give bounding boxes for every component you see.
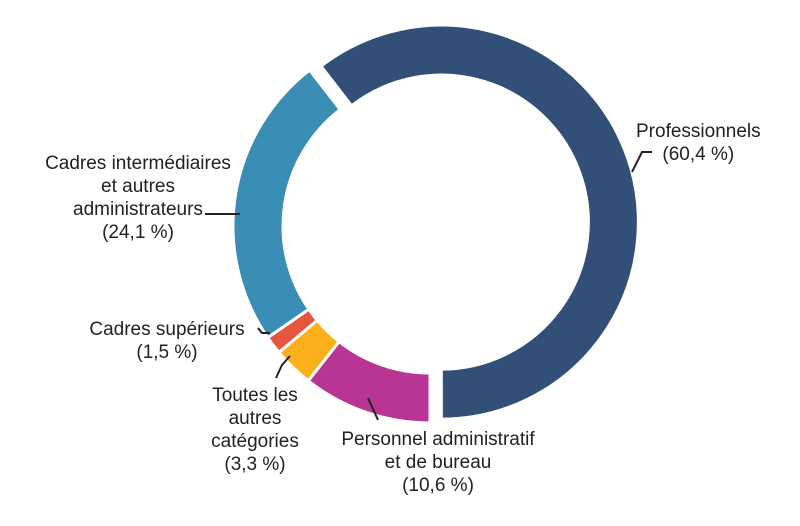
- slice-professionnels: [318, 23, 640, 421]
- leader-toutes-autres: [275, 355, 291, 379]
- slice-cadres-intermediaires: [231, 67, 343, 340]
- label-cadres-intermediaires: Cadres intermédiaires et autres administ…: [45, 153, 231, 243]
- label-toutes-autres: Toutes les autres catégories (3,3 %): [211, 385, 299, 475]
- leader-cadres-superieurs: [257, 327, 270, 334]
- label-professionnels: Professionnels (60,4 %): [636, 121, 761, 165]
- label-cadres-superieurs: Cadres supérieurs (1,5 %): [89, 319, 245, 363]
- leader-personnel-administratif: [367, 397, 379, 421]
- label-personnel-administratif: Personnel administratif et de bureau (10,…: [341, 429, 535, 496]
- leader-professionnels: [631, 151, 652, 173]
